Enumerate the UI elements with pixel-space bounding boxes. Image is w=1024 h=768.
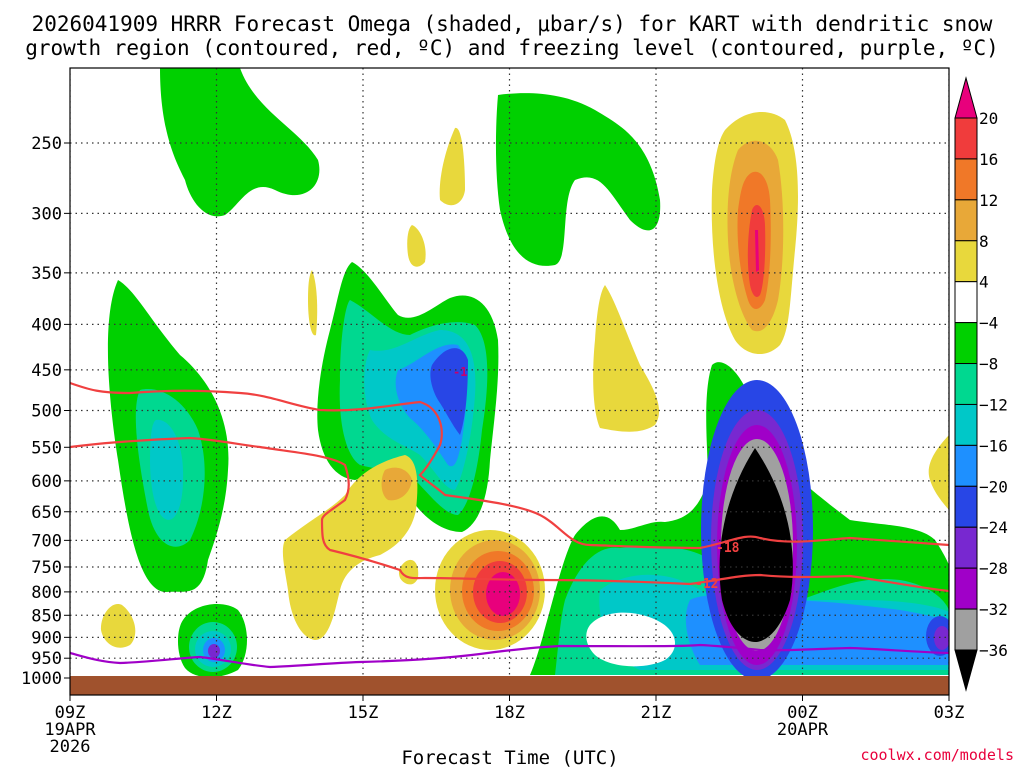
omega-upward-core (701, 380, 949, 680)
x-tick-year: 2026 (50, 737, 91, 757)
y-tick-label: 950 (31, 649, 62, 669)
x-tick-label: 15Z (348, 703, 379, 723)
x-tick-label: 18Z (494, 703, 525, 723)
colorbar-label: −36 (979, 641, 1008, 660)
y-tick-label: 400 (31, 315, 62, 335)
colorbar-swatch (954, 322, 978, 365)
colorbar-label: 20 (979, 109, 998, 128)
y-tick-label: 550 (31, 438, 62, 458)
omega-positive-small-2 (407, 225, 426, 267)
y-tick-label: 750 (31, 558, 62, 578)
colorbar-swatch (954, 117, 978, 160)
omega-subsidence-upper (711, 111, 798, 355)
omega-positive-right-edge (928, 435, 949, 510)
colorbar-swatch (954, 199, 978, 242)
dgz-label-upper: -18 (716, 541, 740, 556)
site-credit: coolwx.com/models (860, 746, 1014, 764)
contour-label-upper-left: -1 (453, 365, 467, 379)
colorbar-label: −28 (979, 559, 1008, 578)
y-tick-label: 1000 (21, 669, 62, 689)
grid (70, 68, 949, 695)
colorbar-label: −12 (979, 395, 1008, 414)
colorbar-label: −32 (979, 600, 1008, 619)
y-tick-label: 350 (31, 264, 62, 284)
omega-positive-shading (100, 127, 949, 648)
y-tick-label: 600 (31, 472, 62, 492)
y-tick-label: 250 (31, 134, 62, 154)
colorbar-swatch (954, 485, 978, 528)
y-axis: 2503003504004505005506006507007508008509… (21, 134, 70, 689)
colorbar-swatch (954, 363, 978, 405)
omega-low-level-blob (189, 622, 237, 672)
colorbar-label: −24 (979, 518, 1008, 537)
plot-area: -18 -12 -1 (70, 68, 949, 695)
dgz-contour-lower (70, 436, 949, 593)
x-tick-label: 21Z (641, 703, 672, 723)
y-tick-label: 650 (31, 503, 62, 523)
dgz-contour-upper (70, 381, 949, 550)
y-tick-label: 800 (31, 583, 62, 603)
x-tick-date: 20APR (777, 720, 829, 740)
terrain-ground (70, 676, 949, 695)
colorbar: 20 16 12 8 4 −4 −8 −12 −16 −20 −24 −28 −32 −36 (954, 76, 1008, 692)
y-tick-label: 300 (31, 204, 62, 224)
y-tick-label: 450 (31, 361, 62, 381)
x-tick-date: 19APR (44, 720, 96, 740)
colorbar-label: −20 (979, 477, 1008, 496)
colorbar-swatch (954, 567, 978, 610)
omega-positive-small-1 (439, 127, 465, 206)
colorbar-label: −8 (979, 355, 998, 374)
y-tick-label: 500 (31, 402, 62, 422)
colorbar-swatch (954, 281, 978, 324)
colorbar-swatch (954, 240, 978, 283)
colorbar-swatch (954, 608, 978, 651)
y-tick-label: 700 (31, 531, 62, 551)
omega-region-top-left (160, 68, 320, 217)
colorbar-label: 16 (979, 150, 998, 169)
freezing-level-contour (70, 643, 949, 669)
x-tick-label: 12Z (201, 703, 232, 723)
colorbar-label: −16 (979, 436, 1008, 455)
colorbar-swatch (954, 158, 978, 201)
omega-positive-tall (593, 285, 660, 432)
y-tick-label: 850 (31, 606, 62, 626)
dgz-contours (70, 381, 949, 593)
dgz-label-lower: -12 (695, 577, 718, 592)
omega-region-top-center (495, 93, 661, 266)
colorbar-label: −4 (979, 314, 998, 333)
omega-positive-mid-left (282, 455, 418, 640)
colorbar-arrow-top (954, 76, 978, 119)
colorbar-swatch (954, 403, 978, 446)
colorbar-swatch (954, 444, 978, 487)
omega-near-zero-hole (586, 612, 676, 667)
colorbar-label: 4 (979, 273, 989, 292)
omega-positive-small-3 (308, 270, 318, 336)
chart-title-line1: 2026041909 HRRR Forecast Omega (shaded, … (32, 12, 993, 36)
chart-title-line2: growth region (contoured, red, ºC) and f… (25, 36, 999, 60)
colorbar-swatch (954, 526, 978, 569)
x-tick-label: 09Z (55, 703, 86, 723)
x-tick-label: 03Z (934, 703, 965, 723)
omega-level-minus12-left (150, 419, 184, 520)
colorbar-label: 8 (979, 232, 989, 251)
omega-positive-mid-left-core (381, 467, 412, 501)
omega-subsidence-lower (435, 530, 545, 650)
x-tick-label: 00Z (787, 703, 818, 723)
colorbar-arrow-bottom (954, 649, 978, 692)
x-axis-label: Forecast Time (UTC) (401, 747, 618, 768)
colorbar-label: 12 (979, 191, 998, 210)
y-tick-label: 900 (31, 628, 62, 648)
